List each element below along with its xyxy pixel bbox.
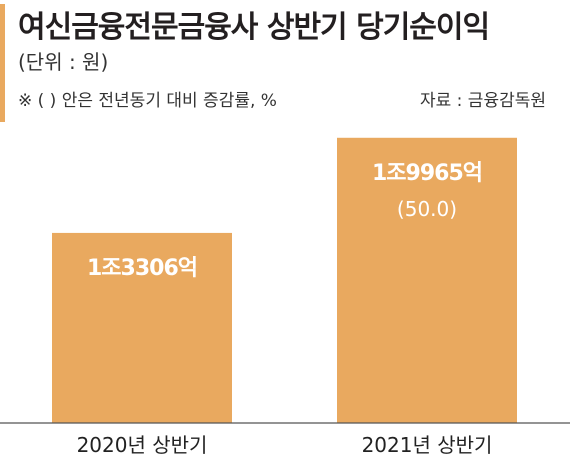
- bar-1: [337, 137, 517, 424]
- chart-title: 여신금융전문금융사 상반기 당기순이익: [18, 10, 490, 45]
- data-label-0: 1조3306억: [87, 256, 197, 281]
- change-label-1: (50.0): [397, 197, 457, 221]
- data-label-1: 1조9965억: [372, 161, 482, 186]
- x-tick-label-0: 2020년 상반기: [77, 433, 208, 457]
- source-label: 자료 : 금융감독원: [419, 91, 546, 111]
- bar-0: [52, 232, 232, 423]
- accent-bar: [0, 4, 5, 122]
- x-tick-label-1: 2021년 상반기: [362, 433, 493, 457]
- footnote: ※ ( ) 안은 전년동기 대비 증감률, %: [18, 91, 277, 111]
- unit-label: (단위 : 원): [18, 50, 109, 74]
